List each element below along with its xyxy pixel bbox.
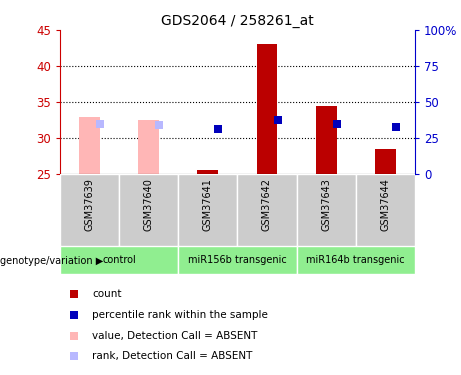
Text: GSM37643: GSM37643 xyxy=(321,178,331,231)
Text: GSM37640: GSM37640 xyxy=(144,178,154,231)
Text: percentile rank within the sample: percentile rank within the sample xyxy=(92,310,268,320)
Bar xyxy=(60,174,119,246)
Bar xyxy=(296,174,356,246)
Title: GDS2064 / 258261_at: GDS2064 / 258261_at xyxy=(161,13,314,28)
Text: miR164b transgenic: miR164b transgenic xyxy=(307,255,405,265)
Bar xyxy=(60,246,178,274)
Text: GSM37641: GSM37641 xyxy=(203,178,213,231)
Bar xyxy=(296,246,415,274)
Bar xyxy=(356,174,415,246)
Bar xyxy=(197,170,218,174)
Text: control: control xyxy=(102,255,136,265)
Text: GSM37639: GSM37639 xyxy=(84,178,95,231)
Bar xyxy=(119,174,178,246)
Bar xyxy=(178,174,237,246)
Text: value, Detection Call = ABSENT: value, Detection Call = ABSENT xyxy=(92,331,257,340)
Bar xyxy=(316,106,337,174)
Text: count: count xyxy=(92,290,121,299)
Text: miR156b transgenic: miR156b transgenic xyxy=(188,255,287,265)
Bar xyxy=(178,246,296,274)
Text: genotype/variation ▶: genotype/variation ▶ xyxy=(0,256,103,266)
Text: GSM37642: GSM37642 xyxy=(262,178,272,231)
Bar xyxy=(257,45,278,174)
Bar xyxy=(79,117,100,174)
Text: rank, Detection Call = ABSENT: rank, Detection Call = ABSENT xyxy=(92,351,252,361)
Text: GSM37644: GSM37644 xyxy=(380,178,390,231)
Bar xyxy=(237,174,296,246)
Bar xyxy=(138,120,159,174)
Bar xyxy=(375,149,396,174)
